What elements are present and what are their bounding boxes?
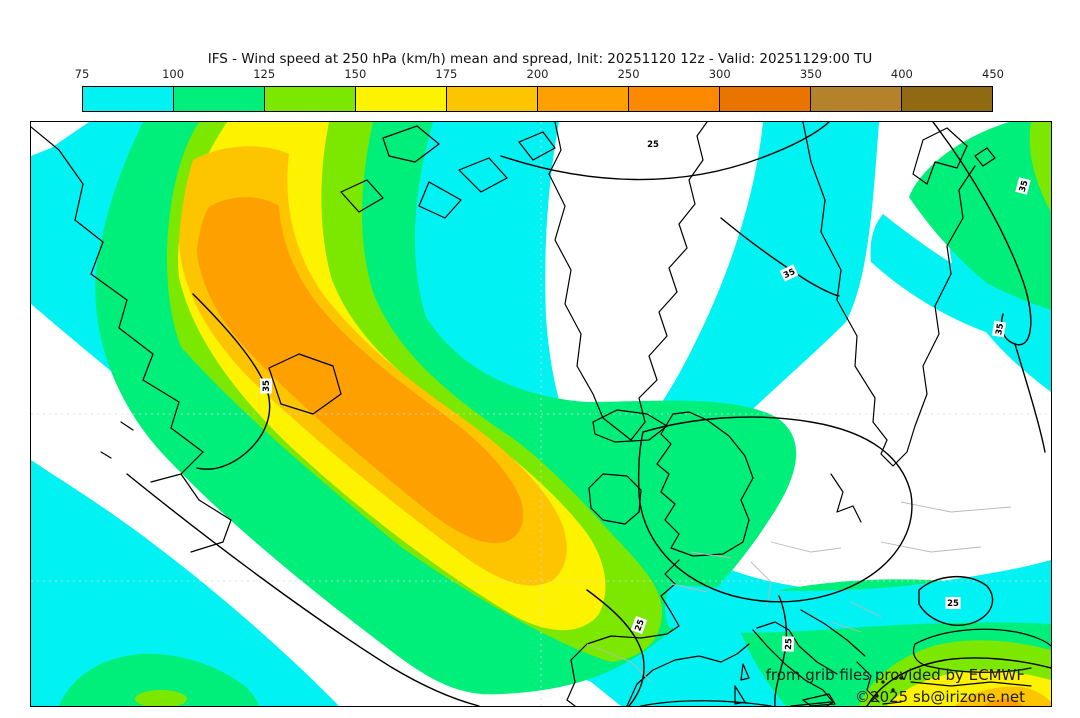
svg-text:25: 25 <box>647 140 659 150</box>
colorbar-segment-175 <box>447 87 538 111</box>
colorbar-tick: 125 <box>253 67 276 81</box>
colorbar-tick: 100 <box>162 67 185 81</box>
svg-text:35: 35 <box>782 267 797 281</box>
colorbar-tick: 200 <box>526 67 549 81</box>
svg-text:35: 35 <box>994 322 1006 335</box>
colorbar-tick: 175 <box>435 67 458 81</box>
colorbar-tick: 250 <box>617 67 640 81</box>
chart-title: IFS - Wind speed at 250 hPa (km/h) mean … <box>207 51 873 67</box>
contour-label-25: 25 <box>645 138 661 150</box>
contour-label-35: 35 <box>779 264 799 282</box>
colorbar-segment-100 <box>174 87 265 111</box>
colorbar-tick: 300 <box>708 67 731 81</box>
contour-label-35: 35 <box>1015 177 1031 195</box>
colorbar-segment-300 <box>720 87 811 111</box>
colorbar-tick: 400 <box>890 67 913 81</box>
low-wind-region-greenland <box>545 122 763 474</box>
colorbar-tick: 450 <box>982 67 1004 81</box>
colorbar-segment-350 <box>811 87 902 111</box>
wind-speed-fill-bands <box>31 122 1051 706</box>
svg-text:35: 35 <box>262 380 272 392</box>
svg-text:35: 35 <box>1018 179 1031 193</box>
colorbar-tick: 150 <box>344 67 367 81</box>
svg-text:25: 25 <box>784 638 794 650</box>
spread-contours <box>126 122 1051 706</box>
contour-label-25: 25 <box>630 615 648 635</box>
svg-text:25: 25 <box>633 618 646 633</box>
colorbar-segment-125 <box>265 87 356 111</box>
colorbar-segment-75 <box>83 87 174 111</box>
colorbar-segments <box>82 86 993 112</box>
low-wind-region-atlantic <box>31 304 621 706</box>
svg-text:25: 25 <box>947 599 959 609</box>
colorbar-tick: 350 <box>799 67 822 81</box>
colorbar-tick: 75 <box>74 67 90 81</box>
country-borders <box>586 501 1012 683</box>
contour-label-25: 25 <box>781 636 794 652</box>
contour-label-25: 25 <box>945 597 961 609</box>
colorbar-segment-150 <box>356 87 447 111</box>
weather-map: 25 35 35 35 35 25 25 25 <box>30 121 1052 707</box>
contour-label-35: 35 <box>991 320 1007 338</box>
coastlines <box>31 122 1051 706</box>
attribution-copyright: ©2025 sb@irizone.net <box>855 688 1025 706</box>
colorbar-segment-400 <box>902 87 992 111</box>
spread-contour-labels: 25 35 35 35 35 25 25 25 <box>260 138 1031 652</box>
colorbar-segment-250 <box>629 87 720 111</box>
contour-label-35: 35 <box>260 378 272 394</box>
low-wind-region-corner <box>31 122 89 156</box>
colorbar-segment-200 <box>538 87 629 111</box>
graticule <box>31 122 1051 706</box>
colorbar-ticks: 75 100 125 150 175 200 250 300 350 400 450 <box>75 67 1004 83</box>
attribution-source: from grib files provided by ECMWF <box>765 666 1025 684</box>
